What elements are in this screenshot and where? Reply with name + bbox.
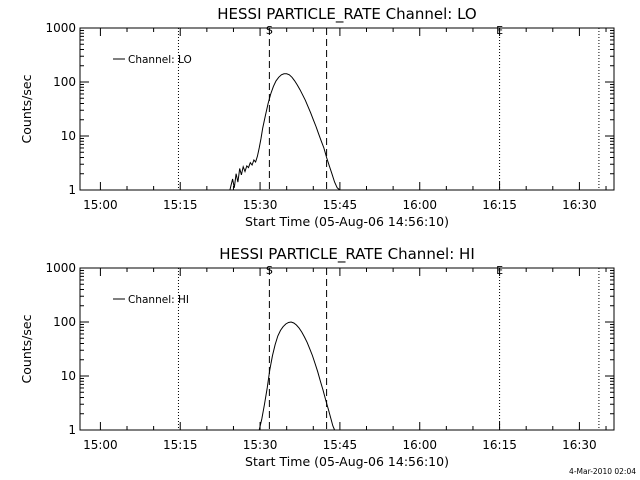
series-line: [229, 73, 341, 191]
x-axis-label: Start Time (05-Aug-06 14:56:10): [245, 454, 449, 469]
legend-label: Channel: LO: [128, 54, 192, 66]
x-tick-label: 15:45: [323, 438, 358, 452]
plot-frame: [79, 27, 615, 191]
y-tick-label: 1: [68, 183, 76, 197]
x-axis-label: Start Time (05-Aug-06 14:56:10): [245, 214, 449, 229]
x-tick-label: 15:30: [243, 438, 278, 452]
y-tick-label: 1000: [45, 21, 76, 35]
end-marker-label: E: [496, 24, 503, 37]
x-tick-label: 15:00: [83, 198, 118, 212]
start-marker-label: S: [266, 24, 273, 37]
legend-label: Channel: HI: [128, 294, 189, 306]
y-tick-label: 100: [53, 315, 76, 329]
end-marker-label: E: [496, 264, 503, 277]
y-axis-label: Counts/sec: [19, 314, 34, 383]
y-axis-label: Counts/sec: [19, 74, 34, 143]
x-tick-label: 16:15: [482, 198, 517, 212]
x-tick-label: 16:00: [402, 198, 437, 212]
x-tick-label: 15:15: [163, 438, 198, 452]
y-tick-label: 10: [61, 129, 76, 143]
series-line: [258, 321, 336, 431]
x-tick-label: 16:15: [482, 438, 517, 452]
y-tick-label: 1: [68, 423, 76, 437]
start-marker-label: S: [266, 264, 273, 277]
plot-frame: [79, 267, 615, 431]
y-tick-label: 100: [53, 75, 76, 89]
x-tick-label: 15:45: [323, 198, 358, 212]
x-tick-label: 16:30: [562, 198, 597, 212]
hi-channel-panel: HESSI PARTICLE_RATE Channel: HI Counts/se…: [19, 245, 615, 469]
chart-title: HESSI PARTICLE_RATE Channel: HI: [219, 245, 475, 264]
chart-title: HESSI PARTICLE_RATE Channel: LO: [217, 5, 476, 24]
x-tick-label: 15:15: [163, 198, 198, 212]
x-tick-label: 16:00: [402, 438, 437, 452]
x-tick-label: 15:00: [83, 438, 118, 452]
plot-timestamp: 4-Mar-2010 02:04: [569, 467, 636, 476]
x-tick-label: 16:30: [562, 438, 597, 452]
y-tick-label: 10: [61, 369, 76, 383]
y-tick-label: 1000: [45, 261, 76, 275]
lo-channel-panel: HESSI PARTICLE_RATE Channel: LO Counts/se…: [19, 5, 615, 229]
x-tick-label: 15:30: [243, 198, 278, 212]
